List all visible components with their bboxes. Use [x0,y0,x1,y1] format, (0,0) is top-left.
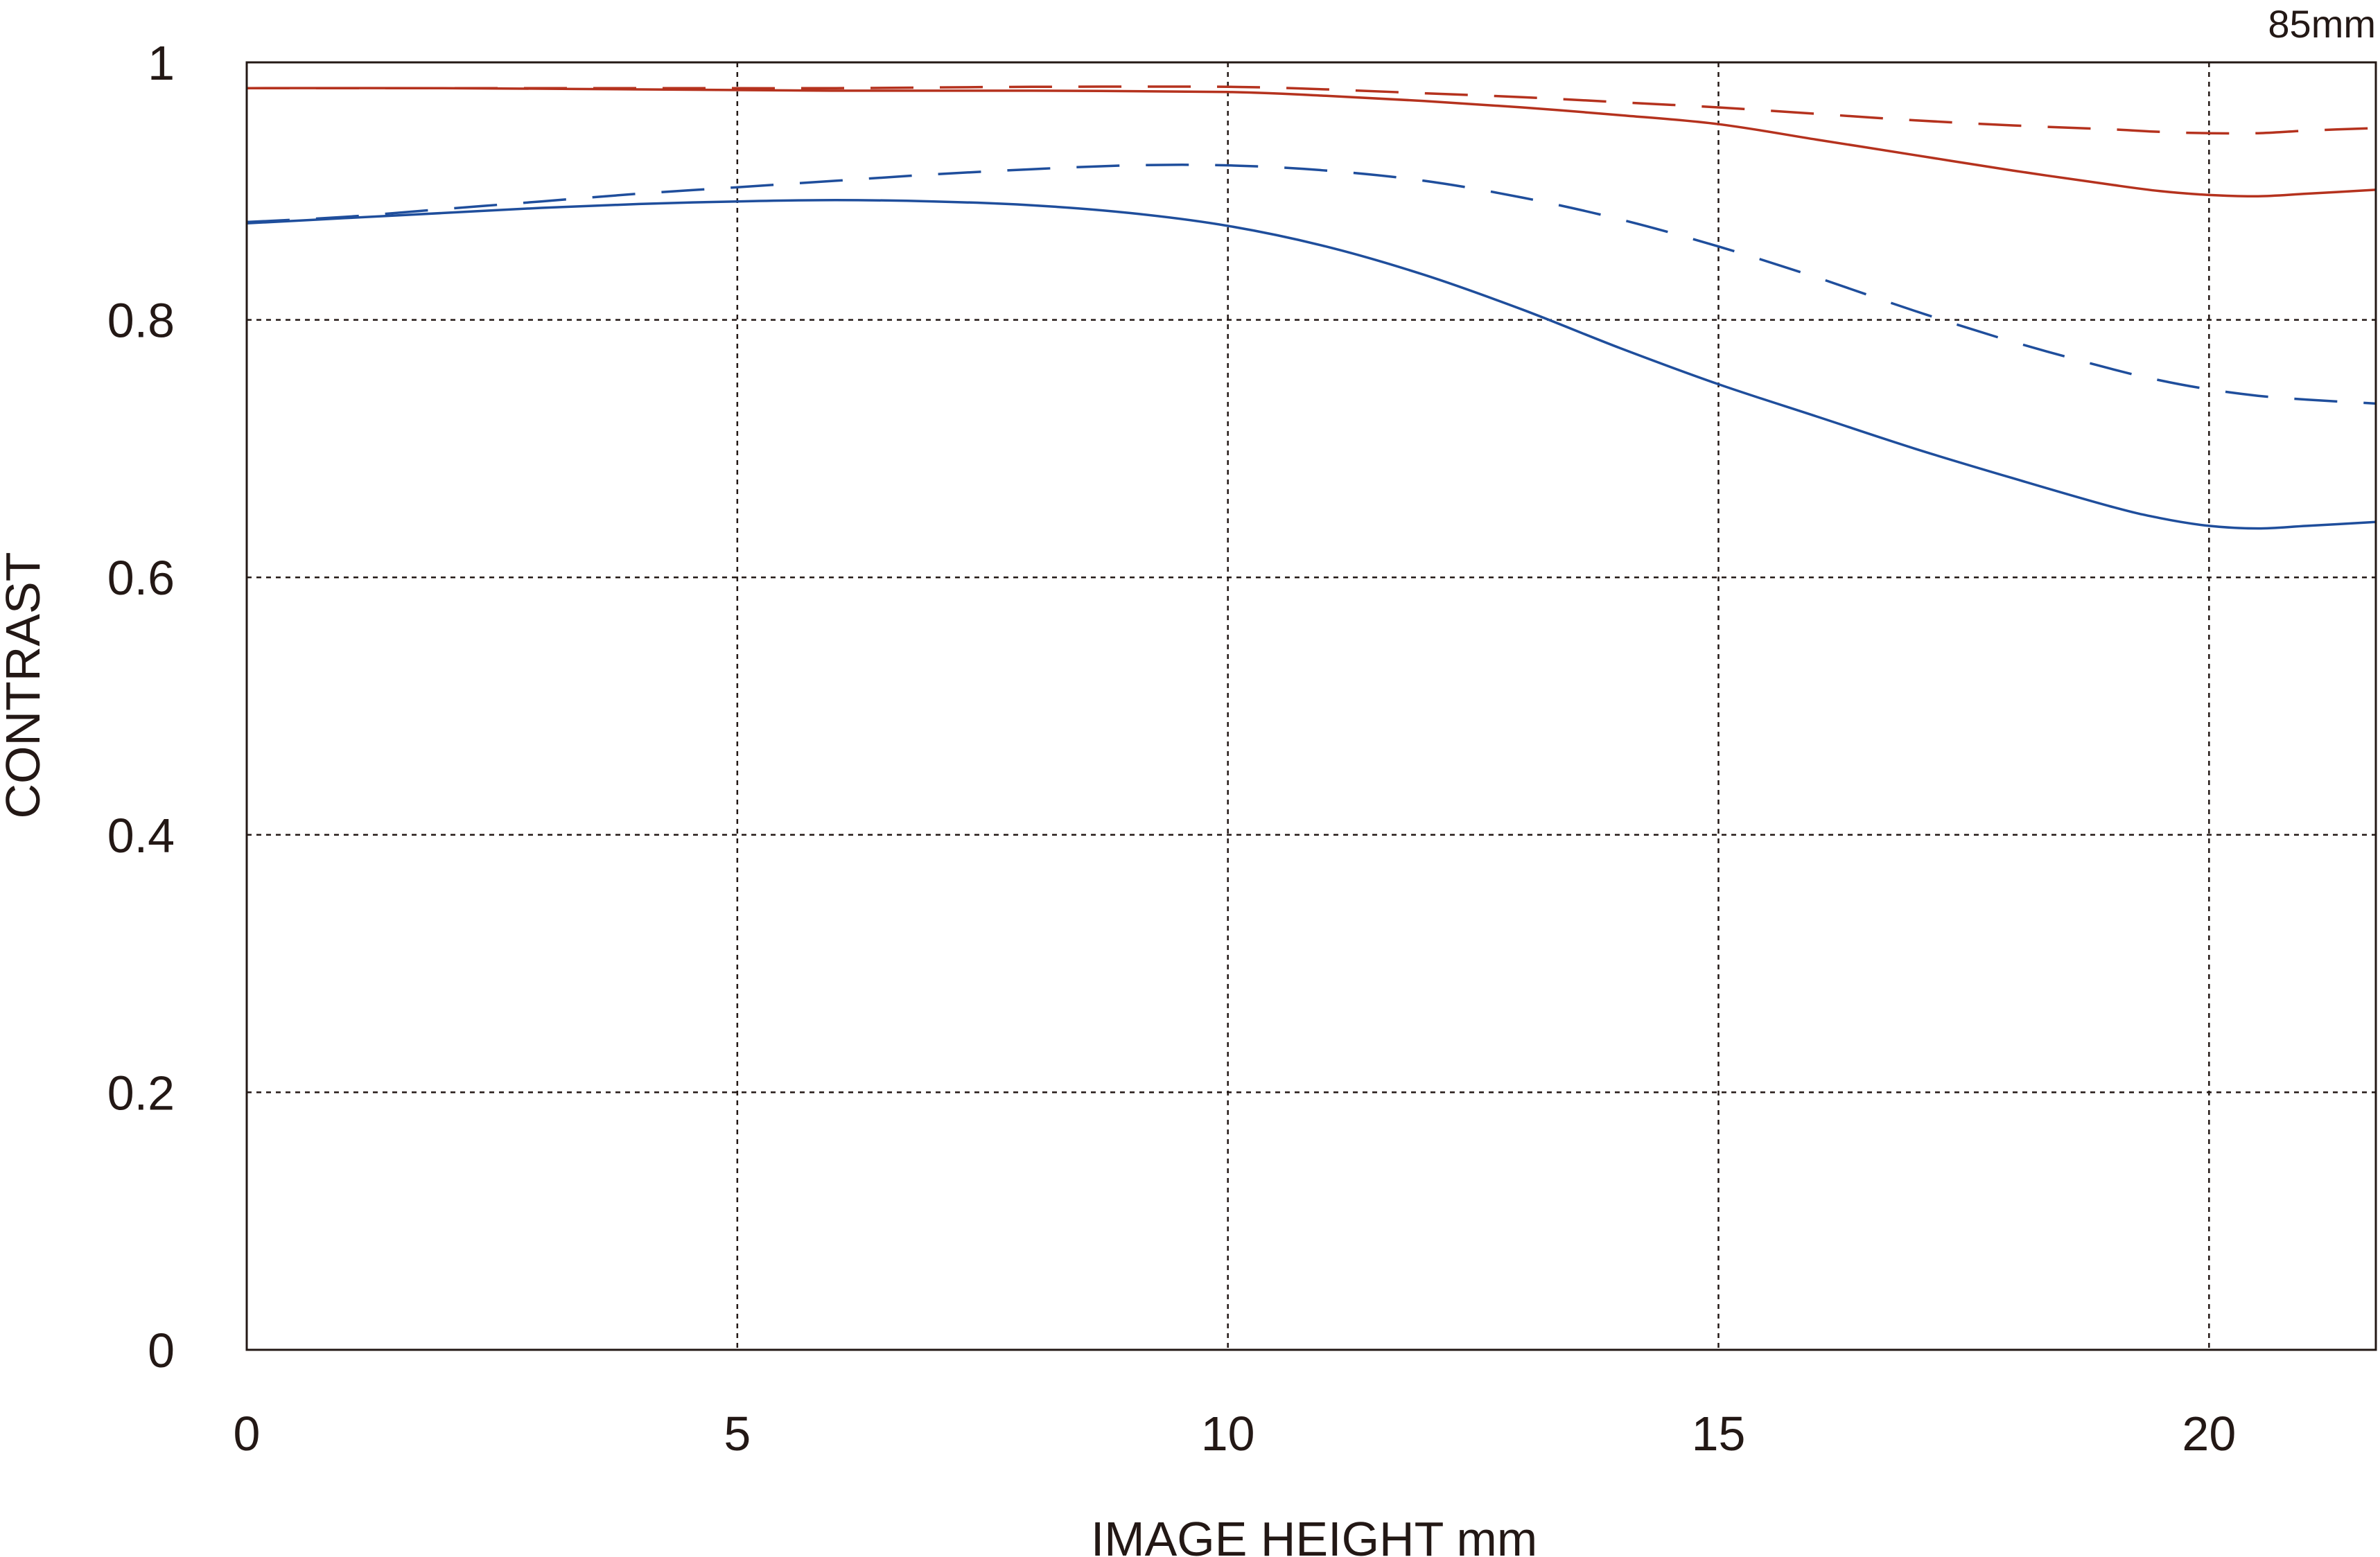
x-tick-label: 0 [234,1407,261,1461]
y-tick-label: 1 [148,36,175,90]
series-line-4-dashed [246,164,2377,405]
series-line-3-solid [246,199,2377,530]
series-line-1-solid [246,87,2377,198]
x-tick-label: 20 [2182,1407,2236,1461]
x-tick-labels: 0 5 10 15 20 [234,1407,2237,1461]
x-tick-label: 10 [1201,1407,1255,1461]
y-tick-label: 0 [148,1323,175,1378]
plot-frame [245,61,2377,1351]
x-tick-label: 5 [724,1407,751,1461]
y-tick-label: 0.6 [107,551,175,605]
series-line-2-dashed [246,85,2377,135]
x-tick-label: 15 [1692,1407,1746,1461]
y-tick-label: 0.4 [107,809,175,863]
y-tick-label: 0.8 [107,294,175,348]
x-axis-title: IMAGE HEIGHT mm [1091,1512,1537,1557]
y-tick-label: 0.2 [107,1066,175,1120]
y-axis-title: CONTRAST [0,552,50,819]
grid-lines [247,62,2376,1350]
y-tick-labels: 0 0.2 0.4 0.6 0.8 1 [107,36,175,1378]
focal-length-label: 85mm [2268,2,2376,46]
series-lines [246,85,2377,530]
